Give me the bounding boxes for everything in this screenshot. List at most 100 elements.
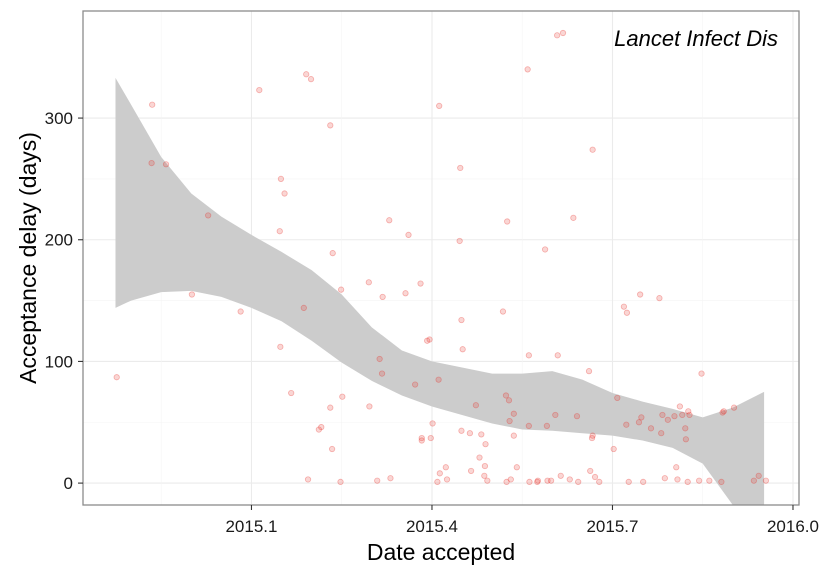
data-point: [300, 304, 307, 311]
data-point: [277, 343, 284, 350]
data-point: [610, 445, 617, 453]
data-point: [718, 478, 725, 485]
data-point: [656, 295, 663, 302]
data-point: [591, 473, 599, 481]
data-point: [534, 478, 541, 485]
data-point: [387, 475, 394, 482]
data-point: [554, 32, 561, 39]
data-point: [303, 71, 310, 78]
data-point: [506, 417, 513, 425]
data-point: [525, 422, 532, 430]
data-point: [587, 467, 594, 475]
data-point: [277, 175, 285, 183]
data-point: [541, 246, 549, 253]
data-point: [402, 290, 409, 297]
data-point: [442, 464, 449, 471]
x-tick-label: 2015.7: [586, 517, 638, 536]
data-point: [585, 368, 593, 375]
x-tick-label: 2015.1: [225, 517, 277, 536]
data-point: [640, 478, 647, 485]
data-point: [638, 414, 645, 421]
y-tick-label: 200: [45, 231, 73, 250]
data-point: [685, 408, 692, 415]
data-point: [418, 437, 425, 444]
data-point: [544, 477, 551, 484]
data-point: [682, 425, 689, 432]
data-point: [525, 352, 532, 359]
legend-key: [559, 29, 567, 37]
data-point: [478, 431, 485, 438]
y-tick-label: 0: [64, 474, 73, 493]
data-point: [418, 434, 425, 442]
data-point: [412, 381, 419, 388]
data-point: [548, 477, 555, 484]
data-point: [623, 309, 631, 316]
data-point: [379, 293, 386, 301]
data-point: [378, 370, 386, 377]
legend-label: Lancet Infect Dis: [614, 26, 778, 51]
data-point: [534, 477, 541, 484]
data-point: [328, 445, 336, 453]
data-point: [499, 308, 507, 315]
data-point: [552, 411, 559, 419]
data-point: [337, 478, 344, 485]
data-point: [502, 392, 510, 399]
data-point: [566, 476, 573, 483]
data-point: [417, 280, 424, 287]
data-point: [623, 421, 630, 428]
data-point: [113, 374, 120, 381]
data-point: [148, 159, 155, 167]
data-point: [755, 472, 762, 479]
data-point: [684, 478, 691, 485]
data-point: [318, 424, 325, 431]
data-point: [424, 337, 431, 344]
data-point: [365, 279, 372, 286]
y-tick-label: 100: [45, 352, 73, 371]
data-point: [698, 370, 705, 377]
data-point: [661, 475, 668, 482]
data-point: [673, 464, 680, 471]
data-point: [637, 291, 644, 298]
data-point: [374, 477, 381, 484]
data-point: [458, 427, 465, 434]
data-point: [750, 477, 757, 484]
data-point: [676, 403, 683, 410]
plot-border: [82, 10, 800, 506]
data-point: [458, 316, 465, 324]
data-point: [327, 404, 334, 411]
x-tick-label: 2016.0: [767, 517, 819, 536]
data-point: [276, 228, 283, 235]
y-axis: 0 100 200 300: [45, 109, 83, 493]
x-axis-title: Date accepted: [367, 539, 515, 565]
x-tick-label: 2015.4: [406, 517, 458, 536]
data-point: [481, 462, 489, 470]
data-point: [575, 478, 582, 485]
data-point: [405, 231, 412, 238]
data-point: [596, 478, 603, 485]
data-point: [482, 441, 489, 448]
data-point: [237, 308, 244, 315]
data-point: [435, 376, 442, 383]
data-point: [327, 122, 334, 129]
data-point: [503, 478, 510, 485]
data-point: [589, 432, 596, 439]
data-point: [635, 419, 643, 426]
data-point: [573, 413, 581, 420]
data-point: [456, 237, 463, 245]
data-point: [679, 411, 686, 419]
data-point: [386, 217, 393, 224]
data-point: [304, 476, 312, 483]
data-point: [307, 76, 315, 83]
data-point: [686, 411, 693, 419]
data-point: [557, 472, 564, 479]
data-point: [589, 146, 596, 153]
data-point: [338, 286, 345, 293]
data-point: [510, 410, 517, 417]
data-point: [366, 403, 373, 410]
data-point: [588, 434, 596, 442]
y-axis-title: Acceptance delay (days): [15, 132, 41, 384]
data-point: [427, 434, 434, 442]
legend: Lancet Infect Dis: [559, 26, 778, 51]
data-point: [674, 476, 681, 483]
